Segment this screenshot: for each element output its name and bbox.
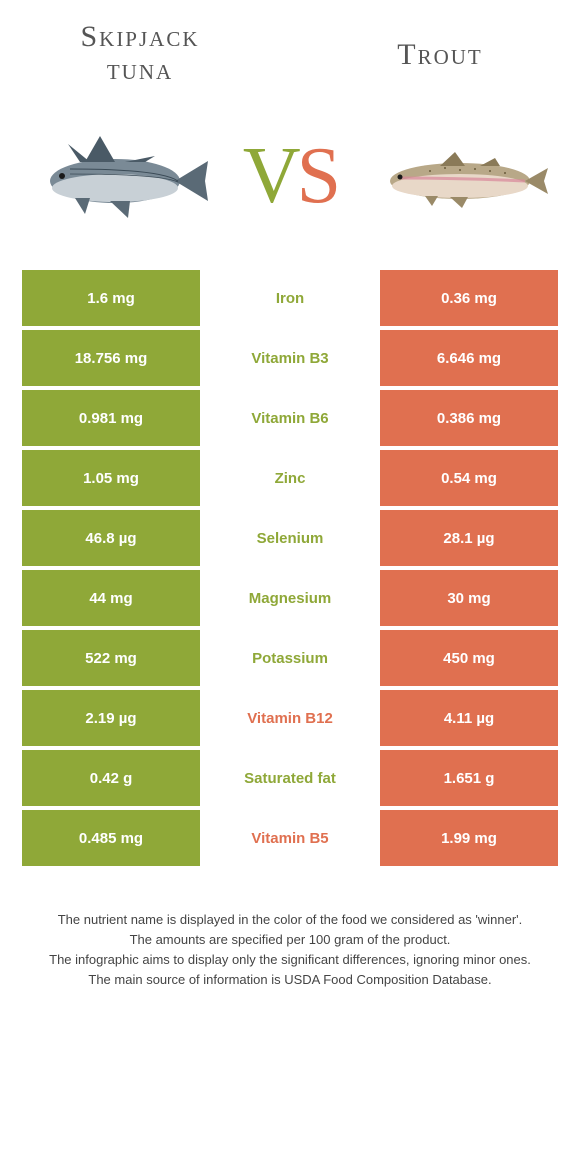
footer-line-2: The amounts are specified per 100 gram o…: [30, 930, 550, 950]
nutrient-label: Vitamin B6: [200, 390, 380, 446]
title-left-line1: Skipjack: [80, 20, 199, 53]
value-left: 46.8 µg: [22, 510, 200, 566]
value-left: 1.05 mg: [22, 450, 200, 506]
value-right: 1.99 mg: [380, 810, 558, 866]
vs-s: S: [297, 132, 338, 220]
nutrient-label: Selenium: [200, 510, 380, 566]
nutrient-row: 522 mgPotassium450 mg: [22, 630, 558, 686]
value-right: 30 mg: [380, 570, 558, 626]
value-right: 28.1 µg: [380, 510, 558, 566]
value-left: 0.485 mg: [22, 810, 200, 866]
nutrient-label: Vitamin B12: [200, 690, 380, 746]
nutrient-row: 44 mgMagnesium30 mg: [22, 570, 558, 626]
nutrient-row: 18.756 mgVitamin B36.646 mg: [22, 330, 558, 386]
value-left: 0.981 mg: [22, 390, 200, 446]
value-left: 2.19 µg: [22, 690, 200, 746]
nutrient-row: 1.05 mgZinc0.54 mg: [22, 450, 558, 506]
footer-line-3: The infographic aims to display only the…: [30, 950, 550, 970]
nutrient-label: Vitamin B3: [200, 330, 380, 386]
food-title-right: Trout: [340, 20, 540, 71]
value-right: 6.646 mg: [380, 330, 558, 386]
nutrient-table-body: 1.6 mgIron0.36 mg18.756 mgVitamin B36.64…: [22, 270, 558, 866]
fish-tuna-icon: [30, 126, 210, 226]
nutrient-label: Saturated fat: [200, 750, 380, 806]
food-title-left: Skipjack tuna: [40, 20, 240, 86]
nutrient-row: 0.485 mgVitamin B51.99 mg: [22, 810, 558, 866]
value-left: 1.6 mg: [22, 270, 200, 326]
nutrient-label: Zinc: [200, 450, 380, 506]
nutrient-label: Vitamin B5: [200, 810, 380, 866]
nutrient-table: 1.6 mgIron0.36 mg18.756 mgVitamin B36.64…: [22, 266, 558, 870]
vs-v: V: [243, 132, 297, 220]
footer-line-1: The nutrient name is displayed in the co…: [30, 910, 550, 930]
value-left: 0.42 g: [22, 750, 200, 806]
footer-notes: The nutrient name is displayed in the co…: [30, 910, 550, 991]
value-right: 4.11 µg: [380, 690, 558, 746]
nutrient-label: Iron: [200, 270, 380, 326]
value-right: 450 mg: [380, 630, 558, 686]
value-right: 1.651 g: [380, 750, 558, 806]
nutrient-label: Potassium: [200, 630, 380, 686]
value-left: 522 mg: [22, 630, 200, 686]
value-right: 0.36 mg: [380, 270, 558, 326]
title-left-line2: tuna: [107, 53, 173, 86]
nutrient-label: Magnesium: [200, 570, 380, 626]
vs-label: VS: [243, 131, 337, 222]
value-left: 44 mg: [22, 570, 200, 626]
images-row: VS: [0, 86, 580, 246]
footer-line-4: The main source of information is USDA F…: [30, 970, 550, 990]
nutrient-row: 2.19 µgVitamin B124.11 µg: [22, 690, 558, 746]
nutrient-row: 0.981 mgVitamin B60.386 mg: [22, 390, 558, 446]
fish-trout-icon: [370, 126, 550, 226]
nutrient-row: 46.8 µgSelenium28.1 µg: [22, 510, 558, 566]
value-right: 0.386 mg: [380, 390, 558, 446]
nutrient-row: 1.6 mgIron0.36 mg: [22, 270, 558, 326]
header: Skipjack tuna Trout: [0, 0, 580, 86]
nutrient-row: 0.42 gSaturated fat1.651 g: [22, 750, 558, 806]
value-left: 18.756 mg: [22, 330, 200, 386]
value-right: 0.54 mg: [380, 450, 558, 506]
